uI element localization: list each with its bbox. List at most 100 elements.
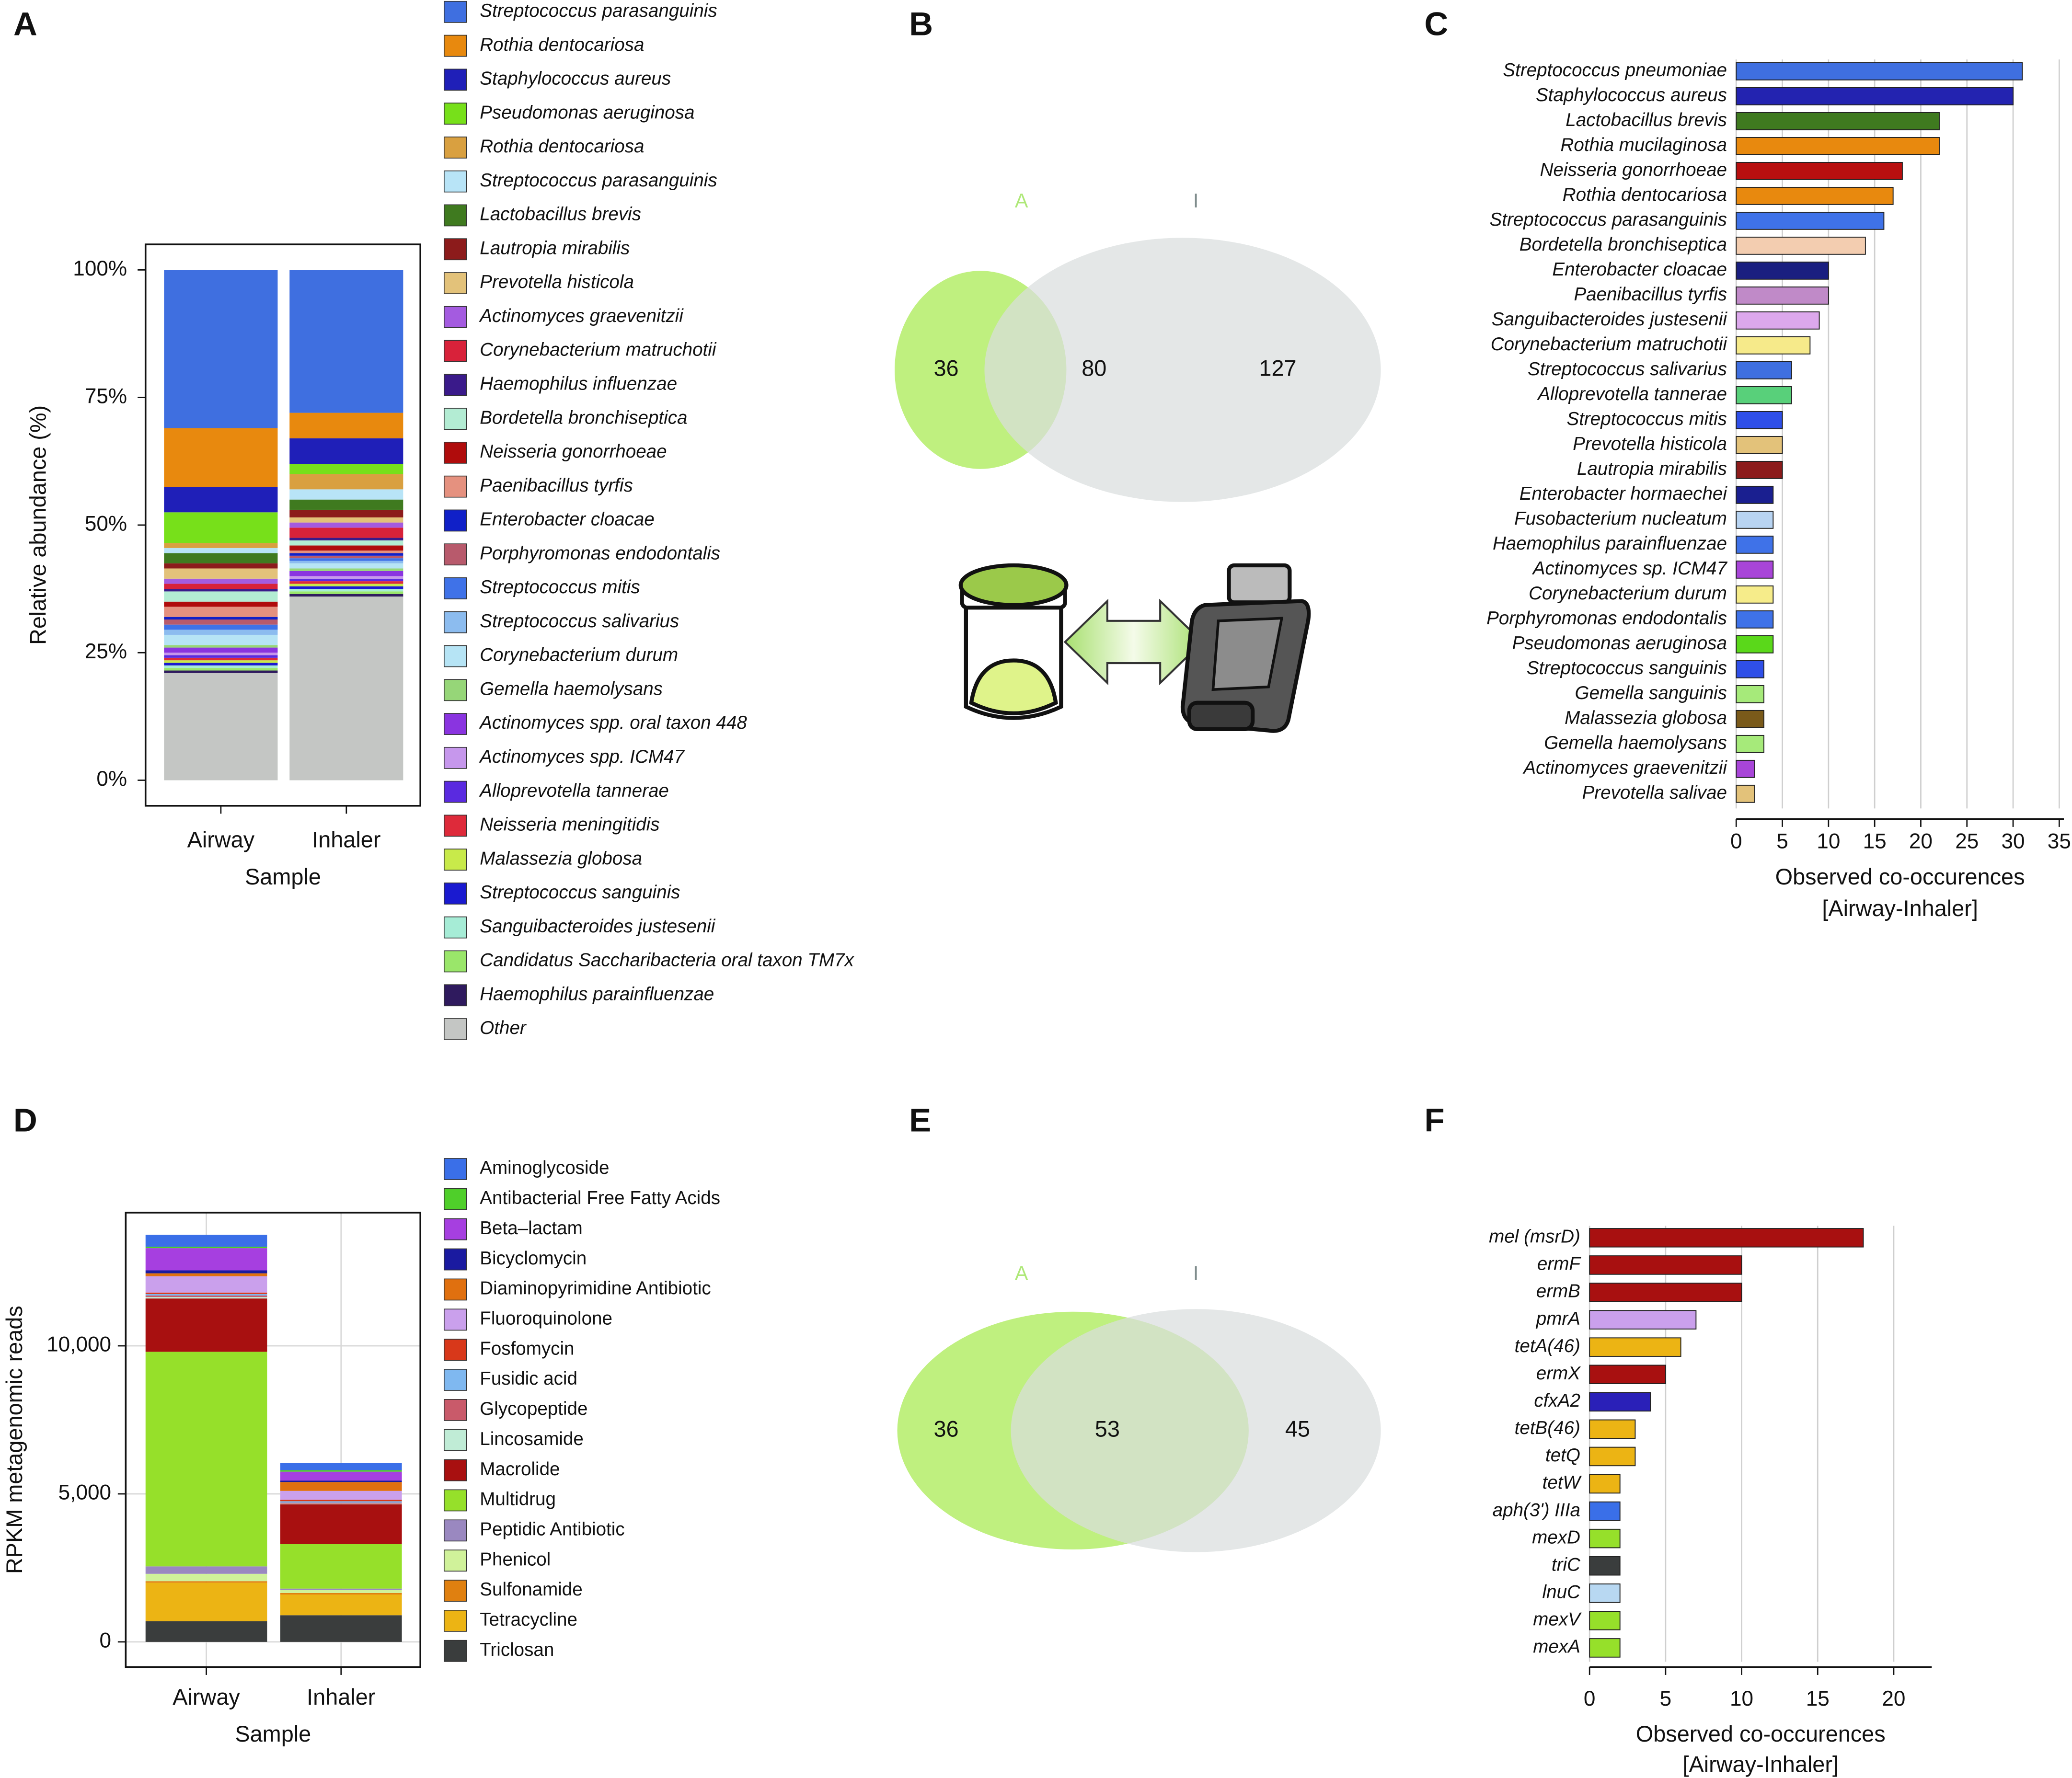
x-tick-label: 35	[2048, 830, 2071, 853]
bar-segment	[289, 540, 403, 546]
x-tick-label: Airway	[187, 827, 255, 852]
bar	[1589, 1446, 1636, 1467]
bar-segment	[145, 1573, 267, 1582]
bar	[1736, 485, 1774, 504]
legend-label: Neisseria meningitidis	[480, 814, 659, 835]
bar-segment	[289, 270, 403, 413]
legend-label: Fusidic acid	[480, 1368, 577, 1389]
legend-swatch	[444, 1459, 467, 1481]
legend-label: Rothia dentocariosa	[480, 34, 644, 55]
bar	[1736, 585, 1774, 604]
venn-count: 127	[1259, 356, 1296, 380]
legend-swatch	[444, 679, 467, 701]
legend-swatch	[444, 306, 467, 328]
bar-segment	[164, 670, 278, 673]
bar-segment	[289, 438, 403, 464]
bar	[1736, 784, 1755, 803]
y-tick-label: Lactobacillus brevis	[1566, 110, 1727, 130]
legend-swatch	[444, 950, 467, 973]
bar-segment	[145, 1247, 267, 1249]
bar	[1736, 635, 1774, 654]
bar-segment	[164, 607, 278, 617]
bar-segment	[280, 1593, 402, 1595]
bar-segment	[280, 1480, 402, 1482]
legend-swatch	[444, 611, 467, 633]
bar-segment	[164, 653, 278, 655]
bar	[1589, 1556, 1621, 1576]
y-tick-label: Actinomyces sp. ICM47	[1532, 558, 1728, 579]
legend-swatch	[444, 543, 467, 566]
panel-label: E	[909, 1102, 931, 1139]
bar-segment	[289, 591, 403, 594]
bar-segment	[164, 660, 278, 663]
legend-label: Rothia dentocariosa	[480, 136, 644, 157]
bar	[1736, 560, 1774, 579]
y-tick-label: Prevotella salivae	[1582, 782, 1727, 803]
y-tick-label: Fusobacterium nucleatum	[1514, 508, 1727, 529]
bar-segment	[289, 509, 403, 517]
legend-label: Peptidic Antibiotic	[480, 1519, 624, 1540]
bar-segment	[289, 528, 403, 538]
x-tick-label: Airway	[173, 1685, 240, 1709]
bar-segment	[289, 586, 403, 589]
y-tick-label: Gemella haemolysans	[1544, 733, 1727, 753]
bar-segment	[289, 581, 403, 584]
legend-swatch	[444, 916, 467, 939]
venn-set-label: A	[1015, 1262, 1028, 1284]
legend-swatch	[444, 0, 467, 23]
bar-segment	[289, 499, 403, 510]
venn-count: 36	[933, 1416, 958, 1441]
legend-swatch	[444, 441, 467, 464]
bar-segment	[289, 553, 403, 556]
bar-segment	[289, 561, 403, 563]
legend-swatch	[444, 713, 467, 735]
bar-segment	[145, 1352, 267, 1567]
legend-swatch	[444, 984, 467, 1007]
bar	[1736, 186, 1894, 205]
y-tick-label: pmrA	[1536, 1308, 1580, 1329]
x-tick-label: 5	[1776, 830, 1788, 853]
bar-segment	[289, 571, 403, 576]
bar-segment	[145, 1295, 267, 1297]
bar	[1736, 161, 1903, 180]
legend-swatch	[444, 1308, 467, 1331]
bar-segment	[280, 1470, 402, 1472]
bar-segment	[164, 584, 278, 589]
bar	[1736, 685, 1764, 703]
bar	[1736, 112, 1940, 130]
bar-segment	[145, 1270, 267, 1273]
bar-segment	[164, 591, 278, 602]
legend-swatch	[444, 1158, 467, 1180]
bar-segment	[289, 474, 403, 490]
bar-segment	[145, 1276, 267, 1293]
y-tick-label: Actinomyces graevenitzii	[1522, 757, 1727, 778]
bar-segment	[164, 270, 278, 428]
bar-segment	[289, 568, 403, 571]
bar	[1736, 62, 2023, 80]
legend-label: Haemophilus influenzae	[480, 374, 677, 394]
y-tick-label: 0%	[96, 767, 127, 791]
bar-segment	[164, 655, 278, 658]
bar-segment	[164, 647, 278, 653]
legend-swatch	[444, 1610, 467, 1632]
x-tick-label: 0	[1584, 1687, 1596, 1710]
x-tick-label: 15	[1806, 1687, 1830, 1710]
y-tick-label: mexV	[1533, 1609, 1582, 1630]
legend-swatch	[444, 509, 467, 532]
venn-count: 80	[1082, 356, 1106, 380]
panel-label: B	[909, 5, 933, 42]
legend-label: Sanguibacteroides justesenii	[480, 916, 716, 937]
bar	[1736, 411, 1783, 429]
legend-label: Phenicol	[480, 1549, 551, 1570]
bar-segment	[164, 487, 278, 513]
x-tick-label: 30	[2002, 830, 2025, 853]
x-axis-title: Sample	[245, 864, 321, 889]
bar-segment	[289, 558, 403, 561]
bar-segment	[145, 1248, 267, 1271]
bar-segment	[164, 619, 278, 625]
y-tick-label: 100%	[73, 257, 127, 280]
venn-count: 45	[1285, 1416, 1310, 1441]
bar-segment	[145, 1581, 267, 1583]
bar-segment	[164, 673, 278, 780]
bar-segment	[145, 1273, 267, 1276]
